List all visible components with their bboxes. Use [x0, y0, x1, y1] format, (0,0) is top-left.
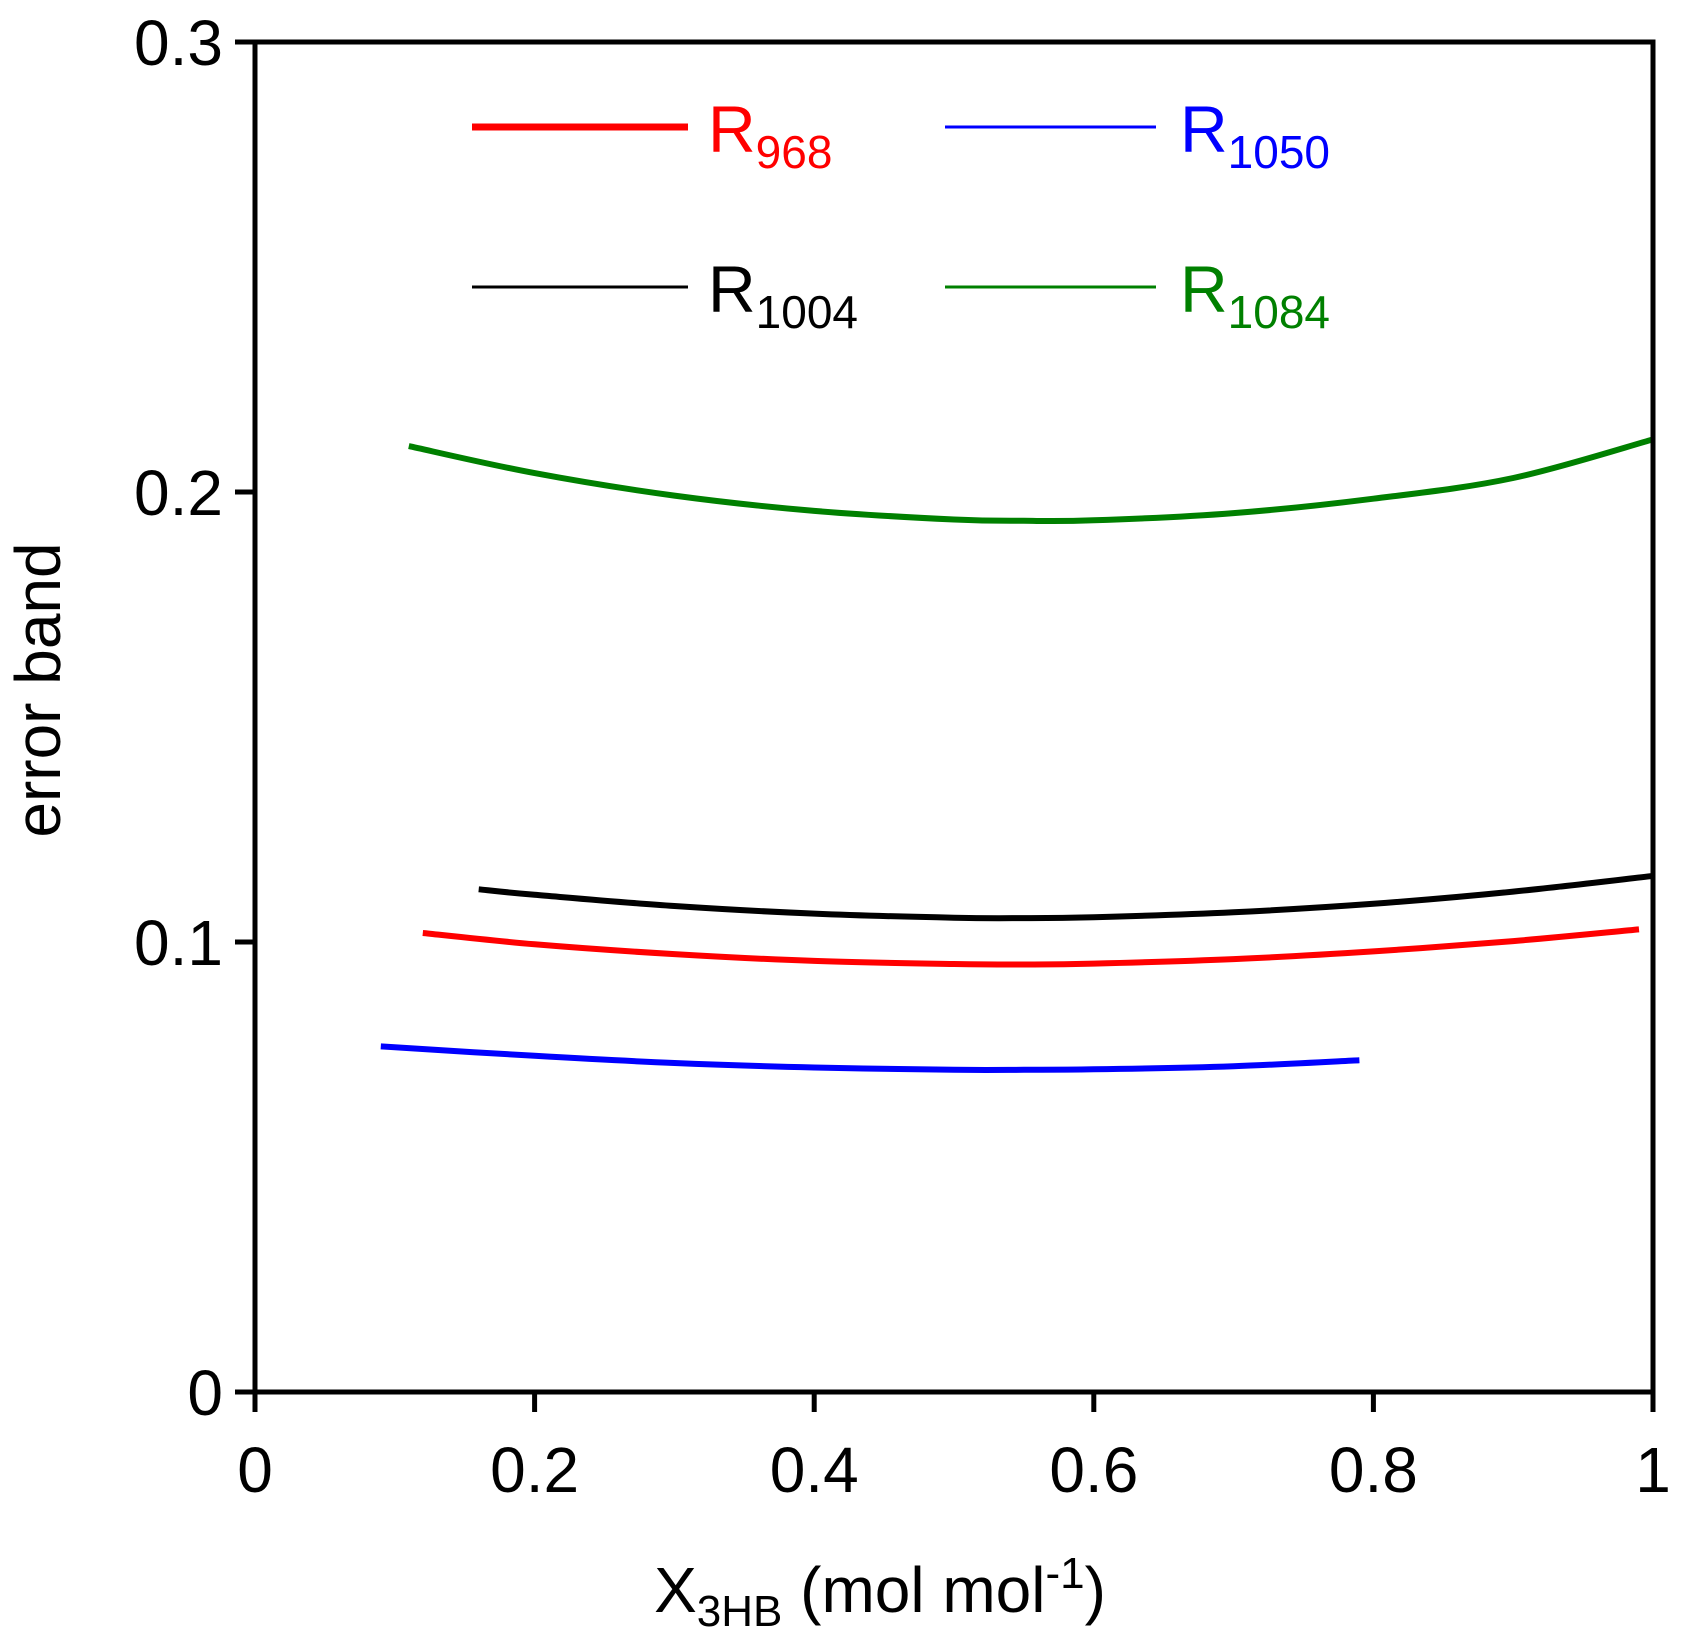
x-axis-title-main: X — [654, 1554, 697, 1626]
y-tick-label: 0.2 — [134, 457, 223, 529]
legend-label-r1084-main: R — [1180, 252, 1228, 326]
x-axis-title-superscript: -1 — [1045, 1549, 1084, 1598]
x-tick-label: 1 — [1635, 1434, 1671, 1506]
legend-label-r1004: R1004 — [708, 252, 858, 338]
x-axis-title-unit: (mol mol — [782, 1554, 1045, 1626]
series-line-r1050 — [380, 1043, 1360, 1073]
x-axis-title-subscript: 3HB — [697, 1587, 783, 1636]
ticks-layer: 0 0.2 0.4 0.6 0.8 1 0 0.1 0.2 0.3 — [134, 7, 1671, 1506]
series-line-r1084 — [408, 436, 1654, 525]
legend-label-r1050: R1050 — [1180, 92, 1330, 178]
y-tick-label: 0.1 — [134, 907, 223, 979]
x-tick-label: 0.8 — [1329, 1434, 1418, 1506]
legend-label-r1004-main: R — [708, 252, 756, 326]
legend-label-r1004-subscript: 1004 — [756, 286, 858, 338]
x-tick-label: 0.4 — [770, 1434, 859, 1506]
y-tick-label: 0.3 — [134, 7, 223, 79]
x-axis-title: X3HB (mol mol-1) — [654, 1549, 1106, 1636]
legend-label-r968-main: R — [708, 92, 756, 166]
legend-label-r968: R968 — [708, 92, 832, 178]
series-layer — [380, 436, 1654, 1073]
legend-label-r968-subscript: 968 — [756, 126, 833, 178]
x-tick-label: 0.2 — [490, 1434, 579, 1506]
plot-frame — [252, 39, 1656, 1395]
y-tick-label: 0 — [187, 1357, 223, 1429]
x-tick-label: 0.6 — [1049, 1434, 1138, 1506]
legend-label-r1050-main: R — [1180, 92, 1228, 166]
legend: R968 R1050 R1004 R1084 — [472, 92, 1330, 338]
x-tick-label: 0 — [237, 1434, 273, 1506]
series-line-r968 — [422, 926, 1640, 968]
series-line-r1004 — [478, 872, 1654, 922]
legend-label-r1084-subscript: 1084 — [1228, 286, 1330, 338]
legend-label-r1050-subscript: 1050 — [1228, 126, 1330, 178]
x-axis-title-close: ) — [1085, 1554, 1106, 1626]
legend-label-r1084: R1084 — [1180, 252, 1330, 338]
y-axis-title: error band — [2, 542, 74, 837]
